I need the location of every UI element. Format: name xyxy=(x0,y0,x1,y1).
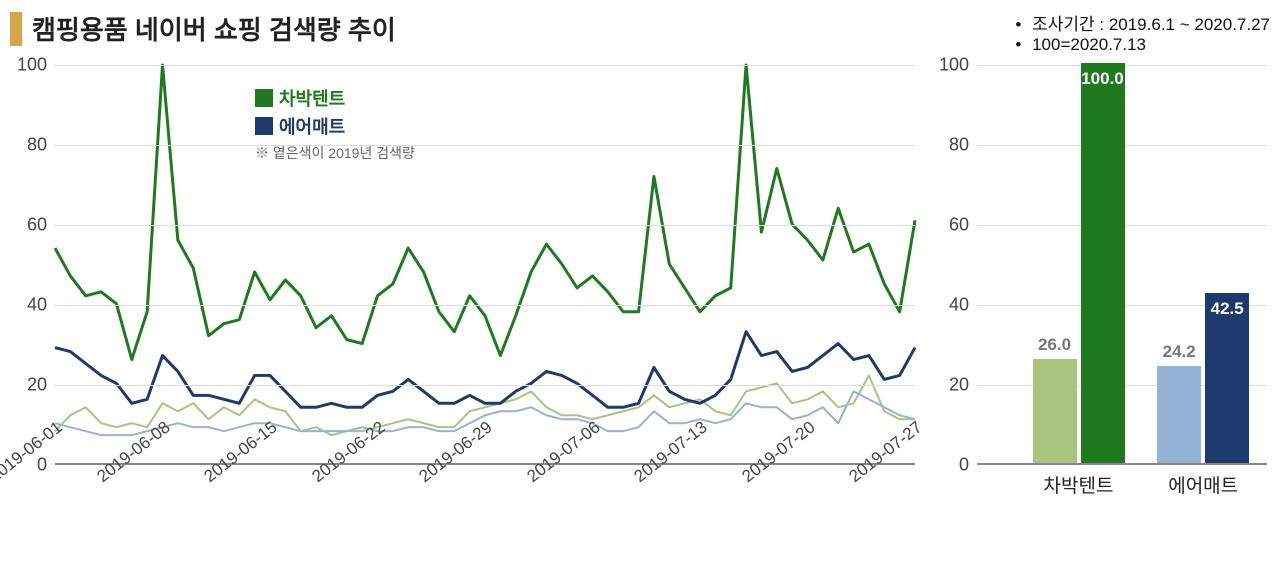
legend-swatch xyxy=(255,117,273,135)
legend-item: 차박텐트 xyxy=(255,85,415,111)
y-tick-label: 60 xyxy=(949,215,977,236)
gridline xyxy=(55,385,915,386)
bar-group: 26.0 100.0 xyxy=(1033,63,1125,463)
bar-chart: 02040608010026.0100.0차박텐트24.242.5에어매트 xyxy=(930,65,1270,565)
gridline xyxy=(55,65,915,66)
legend-note: ※ 옅은색이 2019년 검색량 xyxy=(255,143,415,163)
y-tick-label: 80 xyxy=(949,135,977,156)
y-tick-label: 40 xyxy=(949,295,977,316)
y-tick-label: 20 xyxy=(27,375,55,396)
y-tick-label: 80 xyxy=(27,135,55,156)
bar: 100.0 xyxy=(1081,63,1125,463)
header: 캠핑용품 네이버 쇼핑 검색량 추이 조사기간 : 2019.6.1 ~ 202… xyxy=(10,10,1270,55)
bar: 42.5 xyxy=(1205,293,1249,463)
bar-category-label: 에어매트 xyxy=(1168,463,1238,498)
bar-value-label: 100.0 xyxy=(1081,69,1125,89)
legend-swatch xyxy=(255,89,273,107)
gridline xyxy=(55,305,915,306)
bar-value-label: 24.2 xyxy=(1157,342,1201,366)
y-tick-label: 100 xyxy=(17,55,55,76)
bar-value-label: 26.0 xyxy=(1033,335,1077,359)
y-tick-label: 40 xyxy=(27,295,55,316)
line-chart: 차박텐트에어매트 ※ 옅은색이 2019년 검색량 02040608010020… xyxy=(10,65,920,565)
title-row: 캠핑용품 네이버 쇼핑 검색량 추이 xyxy=(10,10,396,47)
y-tick-label: 0 xyxy=(959,455,977,476)
y-tick-label: 0 xyxy=(37,455,55,476)
line-chart-svg xyxy=(55,65,915,463)
y-tick-label: 100 xyxy=(939,55,977,76)
y-tick-label: 60 xyxy=(27,215,55,236)
meta-period: 조사기간 : 2019.6.1 ~ 2020.7.27 xyxy=(1015,10,1270,35)
bar-chart-plot: 02040608010026.0100.0차박텐트24.242.5에어매트 xyxy=(977,65,1267,465)
bar-group: 24.2 42.5 xyxy=(1157,293,1249,463)
y-tick-label: 20 xyxy=(949,375,977,396)
meta-block: 조사기간 : 2019.6.1 ~ 2020.7.27 100=2020.7.1… xyxy=(1015,10,1270,55)
legend-label: 에어매트 xyxy=(279,113,345,139)
bar: 24.2 xyxy=(1157,366,1201,463)
bar: 26.0 xyxy=(1033,359,1077,463)
page-title: 캠핑용품 네이버 쇼핑 검색량 추이 xyxy=(32,10,396,47)
bar-category-label: 차박텐트 xyxy=(1044,463,1114,498)
legend-item: 에어매트 xyxy=(255,113,415,139)
charts-row: 차박텐트에어매트 ※ 옅은색이 2019년 검색량 02040608010020… xyxy=(10,65,1270,565)
legend-label: 차박텐트 xyxy=(279,85,345,111)
series-green_dark xyxy=(55,65,915,360)
line-chart-plot: 차박텐트에어매트 ※ 옅은색이 2019년 검색량 02040608010020… xyxy=(55,65,915,465)
title-accent-bar xyxy=(10,12,22,46)
line-chart-legend: 차박텐트에어매트 ※ 옅은색이 2019년 검색량 xyxy=(255,85,415,163)
gridline xyxy=(55,145,915,146)
gridline xyxy=(55,225,915,226)
bar-value-label: 42.5 xyxy=(1205,299,1249,319)
meta-base: 100=2020.7.13 xyxy=(1015,35,1270,55)
